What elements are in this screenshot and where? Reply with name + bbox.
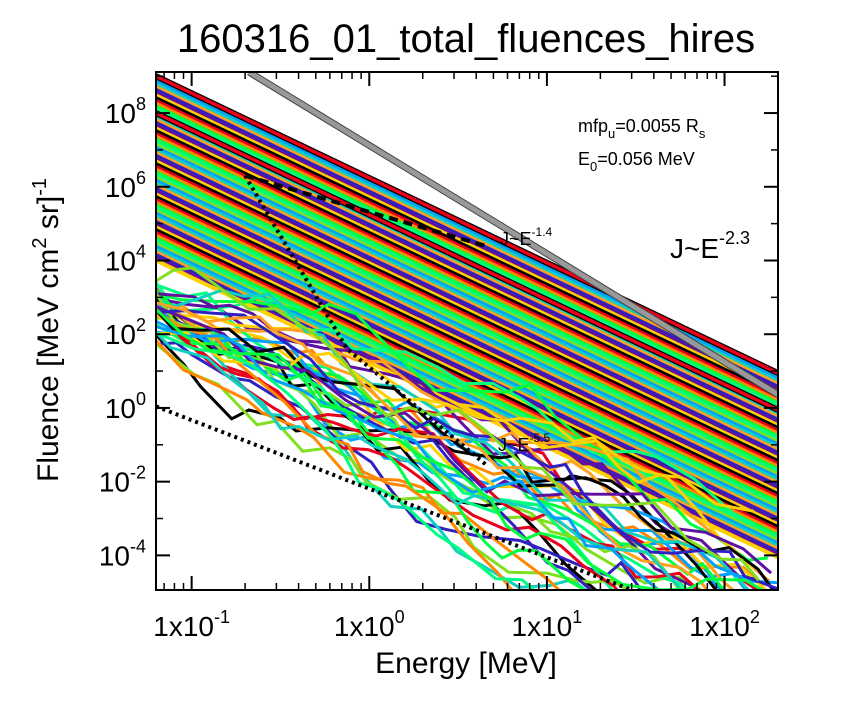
fluence-series-line <box>156 101 778 403</box>
fluence-series-line <box>156 187 778 488</box>
fluence-series-line <box>156 203 778 505</box>
fluence-series-line <box>156 242 778 543</box>
fluence-series-line <box>156 231 778 532</box>
fluence-series-noisy <box>156 330 687 590</box>
fluence-series-line <box>156 214 778 516</box>
fluence-series-line <box>156 134 778 436</box>
fluence-series-line <box>156 225 778 527</box>
fluence-series-noisy <box>156 287 760 590</box>
e0-annotation: E0=0.056 MeV <box>578 149 695 174</box>
fluence-series-noisy <box>156 281 756 527</box>
powerlaw-high-annotation: J~E-5.5 <box>498 431 551 455</box>
fluence-series-noisy <box>156 309 775 590</box>
y-tick-label: 10-4 <box>99 536 146 571</box>
y-tick-label: 10-2 <box>99 463 146 498</box>
fluence-series-line <box>156 178 778 480</box>
series-layer <box>156 73 778 590</box>
fluence-series-line <box>156 192 778 494</box>
fluence-series-line <box>156 107 778 408</box>
powerlaw-main-annotation: J~E-2.3 <box>670 228 750 264</box>
fluence-series-line <box>156 104 778 406</box>
reference-line <box>244 173 486 248</box>
y-tick-label: 108 <box>105 94 146 129</box>
fluence-series-line <box>156 137 778 439</box>
x-tick-label: 1x100 <box>334 607 405 642</box>
fluence-series-noisy <box>156 323 588 590</box>
fluence-series-noisy <box>156 305 773 575</box>
fluence-series-line <box>156 145 778 447</box>
fluence-series-noisy <box>156 301 709 590</box>
plot-frame <box>155 71 779 591</box>
fluence-series-line <box>156 143 778 444</box>
tick-layer: 1x10-1 1x100 1x101 1x102 10-4 10-2 100 102 104 10… <box>99 72 779 642</box>
fluence-series-line <box>156 200 778 502</box>
fluence-series-line <box>156 162 778 463</box>
fluence-series-line <box>156 140 778 441</box>
fluence-series-line <box>156 209 778 510</box>
fluence-series-line <box>156 123 778 425</box>
fluence-series-line <box>156 222 778 524</box>
fluence-series-line <box>156 189 778 491</box>
annotation-layer: mfpu=0.0055 Rs E0=0.056 MeV J~E-2.3 J~E-1.4… <box>498 116 750 455</box>
highlight-line-red <box>156 74 778 375</box>
fluence-series-line <box>156 121 778 422</box>
fluence-series-line <box>156 126 778 428</box>
fluence-series-line <box>156 211 778 513</box>
fluence-series-noisy <box>156 339 562 590</box>
fluence-series-noisy <box>156 292 768 562</box>
fluence-series-line <box>156 181 778 483</box>
fluence-series-line <box>156 170 778 472</box>
highlight-line-red <box>156 111 778 412</box>
fluence-series-noisy <box>156 288 751 590</box>
fluence-series-line <box>156 195 778 496</box>
chart-title: 160316_01_total_fluences_hires <box>177 17 755 61</box>
x-tick-label: 1x101 <box>512 607 583 642</box>
x-tick-label: 1x102 <box>689 607 760 642</box>
fluence-series-line <box>156 118 778 419</box>
fluence-series-noisy <box>156 283 614 590</box>
fluence-series-line <box>156 165 778 466</box>
fluence-series-noisy <box>156 342 632 590</box>
fluence-series-line <box>156 115 778 417</box>
fluence-series-noisy <box>156 309 778 590</box>
fluence-series-line <box>156 173 778 474</box>
fluence-series-line <box>156 198 778 499</box>
fluence-series-line <box>156 159 778 461</box>
fluence-series-line <box>156 99 778 400</box>
fluence-series-noisy <box>156 309 594 590</box>
fluence-series-line <box>156 206 778 507</box>
fluence-series-noisy <box>156 331 536 590</box>
fluence-series-line <box>156 220 778 521</box>
x-tick-label: 1x10-1 <box>153 607 230 642</box>
fluence-series-line <box>156 96 778 397</box>
fluence-series-noisy <box>156 325 661 590</box>
fluence-series-line <box>156 156 778 458</box>
fluence-series-line <box>156 154 778 455</box>
reference-line <box>156 404 633 590</box>
y-tick-label: 104 <box>105 241 146 276</box>
reference-layer <box>156 72 778 590</box>
y-tick-label: 106 <box>105 168 146 203</box>
mfp-annotation: mfpu=0.0055 Rs <box>578 116 706 141</box>
y-axis-label: Fluence [MeV cm2 sr]-1 <box>29 178 65 482</box>
fluence-series-line <box>156 176 778 477</box>
fluence-series-line <box>156 93 778 395</box>
reference-line <box>247 72 778 397</box>
fluence-series-noisy <box>156 266 760 582</box>
fluence-series-line <box>156 184 778 485</box>
powerlaw-low-annotation: J~E-1.4 <box>500 225 553 249</box>
x-axis-label: Energy [MeV] <box>375 647 557 680</box>
fluence-series-noisy <box>156 304 701 590</box>
fluence-series-line <box>156 132 778 433</box>
fluence-series-line <box>156 167 778 469</box>
y-tick-label: 100 <box>105 389 146 424</box>
y-tick-label: 102 <box>105 315 146 350</box>
